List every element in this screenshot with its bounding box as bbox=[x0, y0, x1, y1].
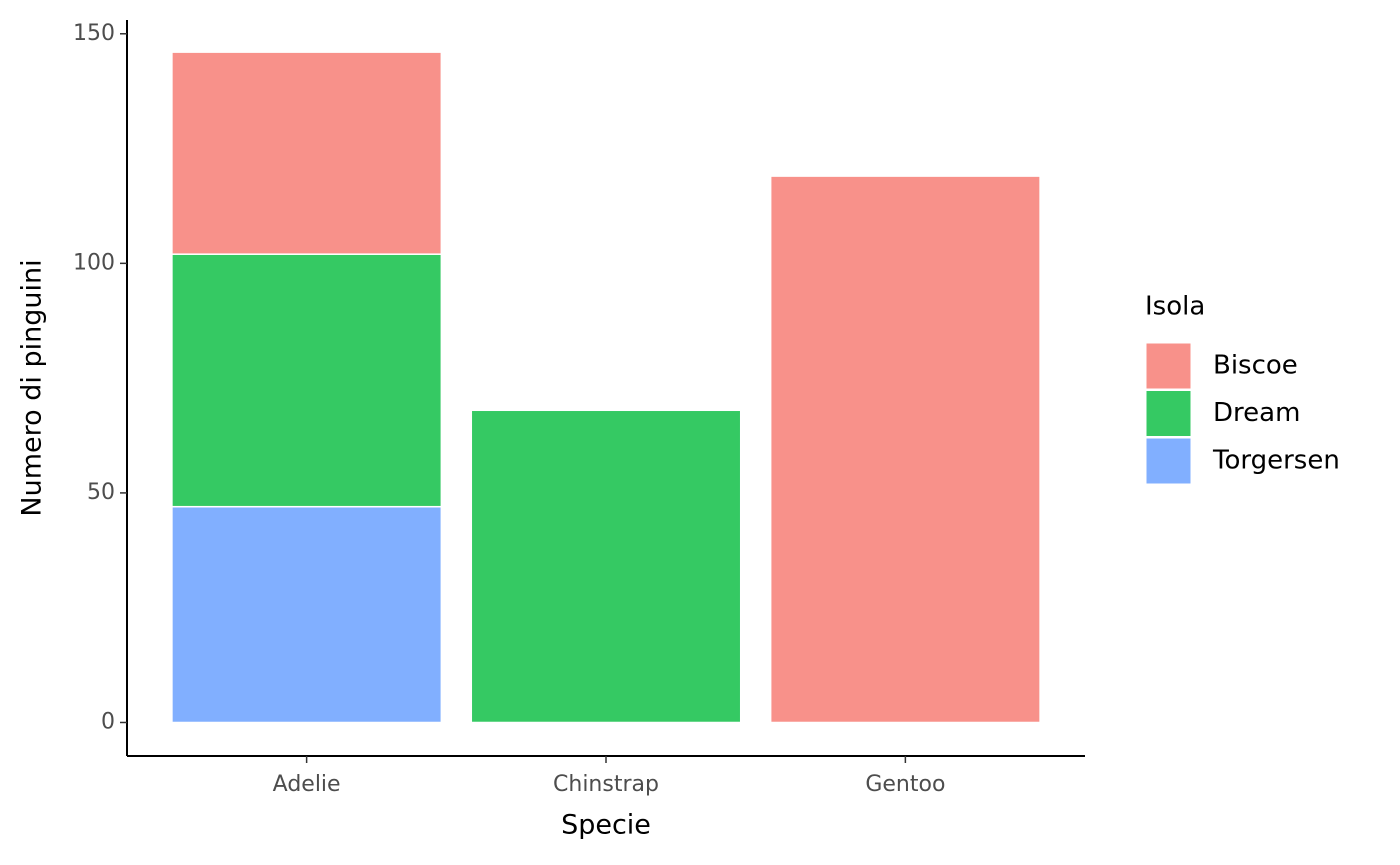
y-tick-label: 100 bbox=[73, 250, 115, 275]
bar-segment bbox=[171, 253, 443, 508]
legend-label: Torgersen bbox=[1212, 446, 1340, 476]
legend-label: Biscoe bbox=[1213, 351, 1298, 381]
legend-key bbox=[1145, 437, 1192, 485]
y-tick-label: 0 bbox=[101, 709, 115, 734]
bar-segment bbox=[171, 51, 443, 255]
bar-segment bbox=[470, 409, 742, 724]
bar-segment bbox=[171, 505, 443, 724]
y-tick-label: 50 bbox=[87, 480, 115, 505]
x-tick-label: Adelie bbox=[273, 772, 341, 797]
x-tick-label: Chinstrap bbox=[553, 772, 659, 797]
legend-label: Dream bbox=[1213, 398, 1300, 428]
x-tick-label: Gentoo bbox=[865, 772, 945, 797]
y-tick-label: 150 bbox=[73, 21, 115, 46]
bar-segment bbox=[769, 175, 1041, 724]
legend-key bbox=[1145, 342, 1192, 390]
legend-key bbox=[1145, 390, 1192, 437]
legend-title: Isola bbox=[1145, 292, 1205, 322]
y-axis-title: Numero di pinguini bbox=[17, 259, 48, 516]
x-axis-title: Specie bbox=[561, 810, 651, 841]
